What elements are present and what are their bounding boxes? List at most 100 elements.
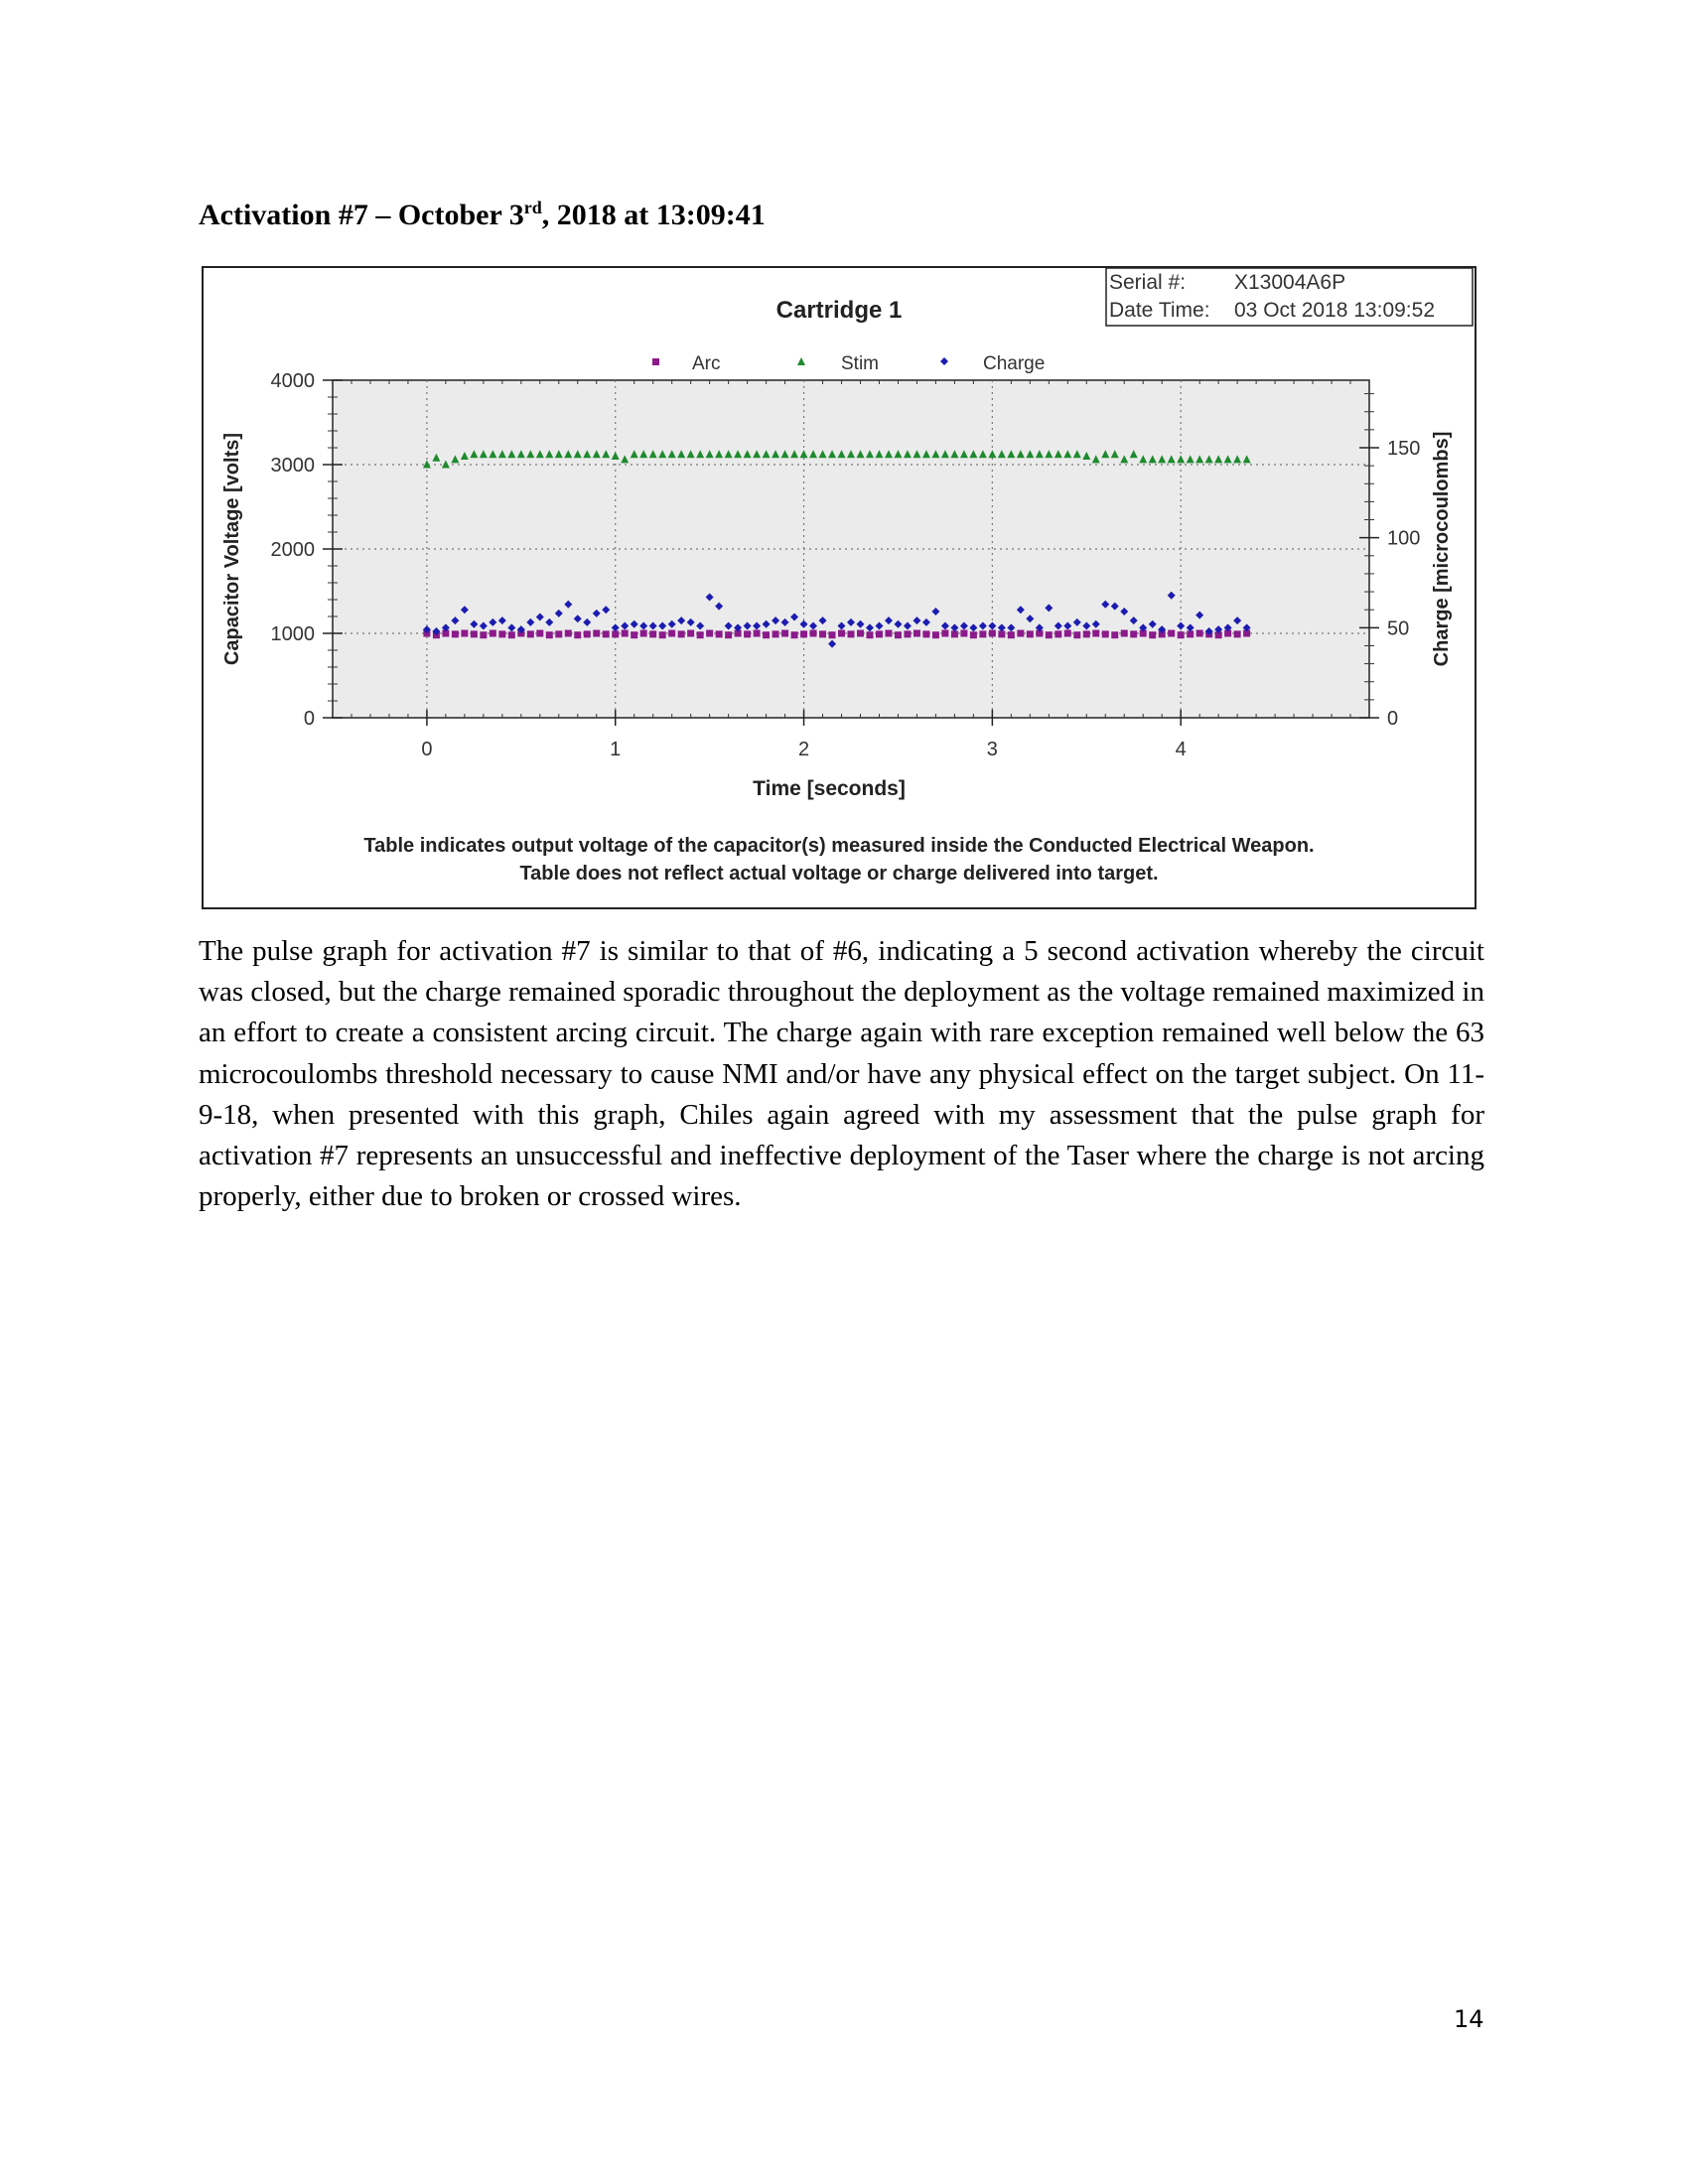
arc-point (715, 630, 723, 638)
arc-point (1139, 629, 1147, 637)
arc-point (1082, 630, 1090, 638)
stim-point (894, 450, 903, 459)
stim-point (734, 450, 743, 459)
arc-point (489, 629, 496, 637)
figure-caption-line-1: Table indicates output voltage of the ca… (363, 835, 1314, 857)
charge-point (1129, 616, 1138, 625)
legend-arc-label: Arc (692, 353, 721, 374)
arc-point (1045, 631, 1053, 639)
arc-series (423, 629, 1251, 639)
stim-point (847, 450, 855, 459)
page-number: 14 (1454, 2005, 1484, 2033)
arc-point (1017, 629, 1025, 637)
charge-point (583, 617, 592, 626)
charge-point (1158, 625, 1167, 634)
stim-point (545, 450, 554, 459)
arc-point (593, 629, 601, 637)
legend-charge-marker (940, 357, 948, 365)
arc-point (1073, 631, 1081, 639)
stim-point (1120, 455, 1129, 464)
stim-point (837, 450, 846, 459)
stim-point (1158, 455, 1167, 464)
charge-point (847, 617, 855, 626)
stim-point (1101, 450, 1110, 459)
charge-point (611, 623, 620, 632)
arc-point (480, 631, 488, 639)
arc-point (1092, 629, 1100, 637)
arc-point (602, 630, 610, 638)
arc-point (470, 630, 478, 638)
y-tick-label: 4000 (271, 370, 316, 392)
arc-point (1036, 629, 1044, 637)
stim-point (516, 450, 525, 459)
charge-point (1148, 619, 1157, 628)
stim-point (1110, 450, 1119, 459)
y-axis-label: Capacitor Voltage [volts] (221, 433, 243, 665)
y2-tick-label: 100 (1387, 528, 1420, 550)
legend-charge-label: Charge (983, 353, 1045, 374)
arc-point (1007, 631, 1015, 639)
charge-point (959, 621, 968, 630)
charge-point (460, 606, 469, 614)
charge-point (1242, 623, 1251, 632)
arc-point (451, 630, 459, 638)
charge-point (903, 621, 912, 630)
serial-info-box: Serial #: X13004A6P Date Time: 03 Oct 20… (1105, 268, 1474, 327)
stim-point (903, 450, 912, 459)
stim-point (772, 450, 780, 459)
charge-point (1223, 623, 1232, 632)
stim-point (828, 450, 837, 459)
stim-point (978, 450, 987, 459)
arc-point (461, 629, 469, 637)
arc-point (612, 630, 620, 638)
stim-point (865, 450, 874, 459)
charge-point (734, 623, 743, 632)
stim-point (1214, 455, 1223, 464)
charge-point (422, 625, 431, 634)
stim-point (1016, 450, 1025, 459)
stim-point (1177, 455, 1186, 464)
arc-point (885, 629, 893, 637)
charge-point (743, 621, 752, 630)
stim-point (856, 450, 865, 459)
stim-point (1129, 450, 1138, 459)
charge-point (1007, 623, 1016, 632)
y-tick-label: 1000 (271, 623, 316, 645)
stim-point (940, 450, 949, 459)
charge-point (988, 621, 997, 630)
arc-point (1177, 631, 1185, 639)
heading-text: Activation #7 – October 3 (199, 199, 524, 231)
charge-point (913, 616, 921, 625)
charge-point (535, 613, 544, 621)
arc-point (828, 631, 836, 639)
arc-point (800, 630, 808, 638)
charge-point (507, 623, 516, 632)
arc-point (894, 631, 902, 639)
arc-point (564, 629, 572, 637)
charge-point (1214, 625, 1223, 634)
stim-point (884, 450, 893, 459)
arc-point (744, 630, 752, 638)
stim-point (526, 450, 535, 459)
charge-point (1233, 616, 1242, 625)
arc-point (1158, 630, 1166, 638)
arc-point (969, 631, 977, 639)
charge-point (1110, 602, 1119, 611)
arc-point (772, 630, 779, 638)
arc-point (781, 629, 789, 637)
serial-label: Serial #: (1109, 271, 1186, 294)
arc-point (1233, 630, 1241, 638)
stim-point (799, 450, 808, 459)
charge-point (667, 619, 676, 628)
stim-point (432, 453, 441, 462)
charge-point (828, 639, 837, 648)
arc-point (1187, 630, 1195, 638)
arc-point (725, 631, 733, 639)
stim-point (1223, 455, 1232, 464)
x-tick-label: 2 (798, 739, 809, 760)
stim-point (743, 450, 752, 459)
arc-point (658, 631, 666, 639)
charge-point (1054, 621, 1062, 630)
datetime-value: 03 Oct 2018 13:09:52 (1234, 299, 1435, 322)
arc-point (931, 631, 939, 639)
